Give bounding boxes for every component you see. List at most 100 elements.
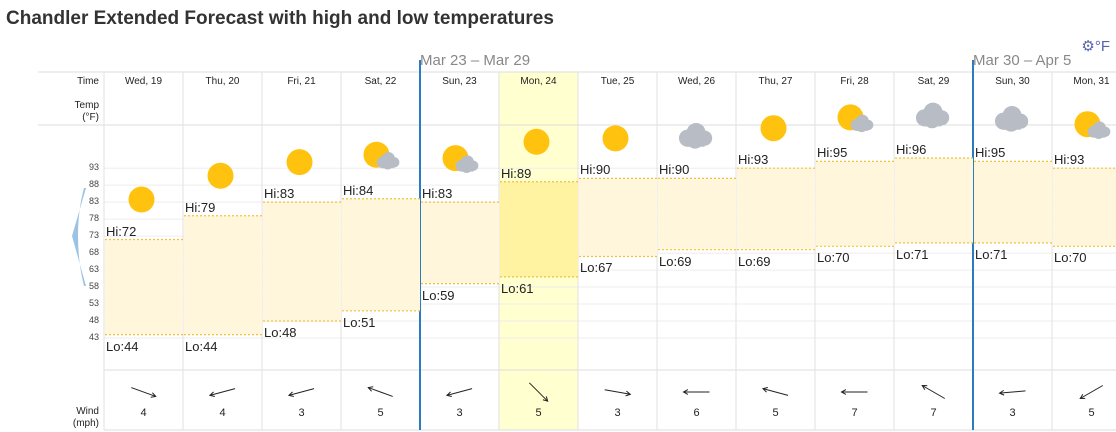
lo-label: Lo:70 <box>817 250 850 266</box>
hi-label: Hi:89 <box>501 165 532 181</box>
wind-arrow-head <box>367 386 374 392</box>
wind-arrow-head <box>682 389 689 395</box>
cloud-icon <box>1087 121 1111 139</box>
lo-label: Lo:69 <box>659 253 692 269</box>
y-tick-label: 73 <box>88 230 99 241</box>
wind-arrow <box>209 388 236 396</box>
lo-label: Lo:51 <box>343 314 376 330</box>
wind-speed: 7 <box>930 407 937 419</box>
temp-range-band <box>105 239 183 335</box>
wind-arrow <box>1079 385 1104 399</box>
cloud-icon <box>455 155 479 173</box>
wind-arrow-head <box>287 391 294 398</box>
y-tick-label: 68 <box>88 247 99 258</box>
wind-arrow <box>368 387 393 397</box>
week-label: Mar 30 – Apr 5 <box>973 52 1072 69</box>
temp-range-band <box>658 178 736 250</box>
lo-label: Lo:59 <box>422 287 455 303</box>
y-tick-label: 78 <box>88 213 99 224</box>
wind-arrow-head <box>542 396 549 402</box>
hi-label: Hi:95 <box>817 145 848 161</box>
day-label: Tue, 25 <box>600 76 635 87</box>
wind-speed: 5 <box>535 407 542 419</box>
wind-arrow <box>288 388 315 396</box>
y-tick-label: 53 <box>88 298 99 309</box>
cloud-icon <box>678 122 713 149</box>
day-label: Wed, 26 <box>677 76 716 87</box>
sun-icon <box>128 186 155 213</box>
y-tick-label: 83 <box>88 196 99 207</box>
temp-range-band <box>895 158 973 243</box>
week-label: Mar 23 – Mar 29 <box>420 52 531 69</box>
lo-label: Lo:61 <box>501 280 534 296</box>
y-tick-label: 63 <box>88 264 99 275</box>
chevron-left-icon <box>72 188 86 286</box>
hi-label: Hi:90 <box>659 162 690 178</box>
hi-label: Hi:83 <box>264 186 295 202</box>
temp-range-band <box>579 178 657 257</box>
sun-icon <box>207 162 234 189</box>
sun-icon <box>760 115 787 142</box>
lo-label: Lo:44 <box>185 338 218 354</box>
hi-label: Hi:84 <box>343 182 374 198</box>
y-tick-label: 43 <box>88 332 99 342</box>
unit-toggle[interactable]: ⚙°F <box>1081 37 1110 55</box>
temp-range-band <box>1053 168 1116 247</box>
sun-icon <box>602 125 629 152</box>
hi-label: Hi:79 <box>185 199 216 215</box>
unit-label: °F <box>1094 38 1110 55</box>
temp-range-band <box>974 161 1052 243</box>
temp-range-band <box>816 161 894 247</box>
temp-range-band <box>263 202 341 322</box>
lo-label: Lo:48 <box>264 325 297 341</box>
temp-range-band <box>342 198 420 311</box>
temp-range-band <box>500 181 578 277</box>
wind-speed: 3 <box>298 407 305 419</box>
y-tick-label: 58 <box>88 281 99 292</box>
wind-speed: 7 <box>851 407 858 419</box>
hi-label: Hi:83 <box>422 186 453 202</box>
wind-arrow-head <box>998 389 1005 396</box>
wind-speed: 4 <box>140 407 147 419</box>
gear-icon[interactable]: ⚙ <box>1081 38 1095 55</box>
y-tick-label: 93 <box>88 162 99 173</box>
cloud-icon <box>915 102 950 129</box>
lo-label: Lo:71 <box>896 246 929 262</box>
wind-arrow-head <box>150 392 157 398</box>
page-title: Chandler Extended Forecast with high and… <box>6 8 554 29</box>
hi-label: Hi:90 <box>580 162 611 178</box>
sun-icon <box>523 128 550 155</box>
day-label: Sun, 30 <box>995 76 1030 87</box>
cloud-icon <box>850 114 874 133</box>
wind-arrow <box>446 388 473 396</box>
lo-label: Lo:44 <box>106 338 139 354</box>
hi-label: Hi:93 <box>1054 152 1085 168</box>
temp-range-band <box>184 215 262 335</box>
sun-icon <box>286 149 313 176</box>
hi-label: Hi:72 <box>106 223 137 239</box>
wind-arrow-head <box>208 391 215 398</box>
wind-arrow-head <box>840 389 847 395</box>
hi-label: Hi:96 <box>896 142 927 157</box>
wind-arrow-head <box>761 386 768 393</box>
wind-arrow <box>131 387 156 397</box>
day-label: Thu, 27 <box>758 76 793 87</box>
cloud-icon <box>994 105 1029 132</box>
lo-label: Lo:71 <box>975 246 1008 262</box>
wind-speed: 3 <box>614 407 621 419</box>
y-tick-label: 48 <box>88 315 99 326</box>
day-label: Sun, 23 <box>442 76 477 87</box>
time-label: Time <box>77 76 99 87</box>
wind-speed: 5 <box>1088 407 1095 419</box>
wind-speed: 5 <box>772 407 779 419</box>
day-label: Mon, 31 <box>1073 76 1110 87</box>
wind-speed: 5 <box>377 407 384 419</box>
wind-speed: 3 <box>1009 407 1016 419</box>
temp-label: Temp (°F) <box>74 100 99 123</box>
wind-arrow <box>921 385 946 399</box>
temp-range-band <box>421 202 499 284</box>
wind-arrow-head <box>921 384 928 391</box>
cloud-icon <box>376 151 400 170</box>
lo-label: Lo:69 <box>738 253 771 269</box>
